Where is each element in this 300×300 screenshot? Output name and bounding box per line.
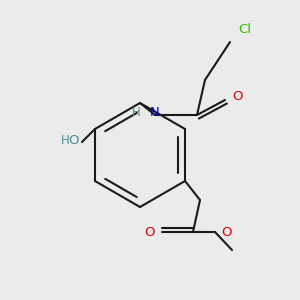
- Text: N: N: [150, 106, 160, 118]
- Text: O: O: [221, 226, 232, 238]
- Text: O: O: [145, 226, 155, 238]
- Text: H: H: [132, 106, 141, 118]
- Text: O: O: [232, 91, 242, 103]
- Text: Cl: Cl: [238, 23, 251, 36]
- Text: O: O: [68, 134, 79, 146]
- Text: H: H: [61, 134, 70, 146]
